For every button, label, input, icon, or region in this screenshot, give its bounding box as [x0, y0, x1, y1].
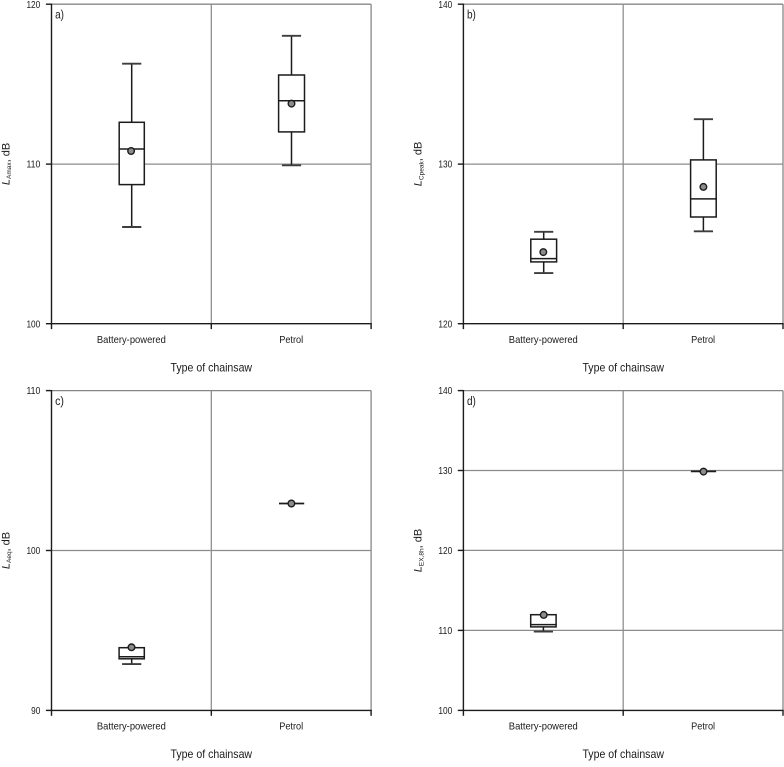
svg-text:Petrol: Petrol [691, 721, 715, 733]
svg-text:Petrol: Petrol [279, 721, 303, 733]
svg-text:100: 100 [438, 706, 452, 717]
svg-text:120: 120 [438, 319, 452, 330]
svg-text:LAeq, dB: LAeq, dB [0, 532, 13, 569]
svg-text:100: 100 [26, 546, 40, 557]
svg-text:Battery-powered: Battery-powered [509, 721, 578, 733]
svg-text:Battery-powered: Battery-powered [97, 721, 166, 733]
svg-text:110: 110 [26, 386, 40, 397]
svg-text:120: 120 [438, 546, 452, 557]
svg-text:140: 140 [438, 386, 452, 397]
svg-text:LEX,8h, dB: LEX,8h, dB [413, 529, 426, 572]
svg-text:110: 110 [438, 626, 452, 637]
svg-text:140: 140 [438, 0, 452, 11]
svg-text:Type of chainsaw: Type of chainsaw [171, 747, 253, 761]
svg-text:100: 100 [26, 319, 40, 330]
svg-text:90: 90 [31, 706, 40, 717]
svg-text:110: 110 [26, 160, 40, 171]
svg-text:Petrol: Petrol [691, 334, 715, 346]
svg-text:Petrol: Petrol [279, 334, 303, 346]
svg-text:120: 120 [26, 0, 40, 11]
svg-text:Type of chainsaw: Type of chainsaw [582, 747, 664, 761]
svg-text:Battery-powered: Battery-powered [97, 334, 166, 346]
svg-text:LCpeak, dB: LCpeak, dB [413, 142, 426, 187]
svg-text:LAmax, dB: LAmax, dB [0, 143, 13, 185]
svg-text:Type of chainsaw: Type of chainsaw [582, 361, 664, 375]
svg-text:Type of chainsaw: Type of chainsaw [171, 361, 253, 375]
svg-text:130: 130 [438, 160, 452, 171]
svg-text:130: 130 [438, 466, 452, 477]
svg-text:d): d) [467, 394, 476, 408]
svg-text:Battery-powered: Battery-powered [509, 334, 578, 346]
svg-text:a): a) [55, 7, 64, 21]
svg-text:b): b) [467, 7, 476, 21]
svg-text:c): c) [55, 394, 64, 408]
